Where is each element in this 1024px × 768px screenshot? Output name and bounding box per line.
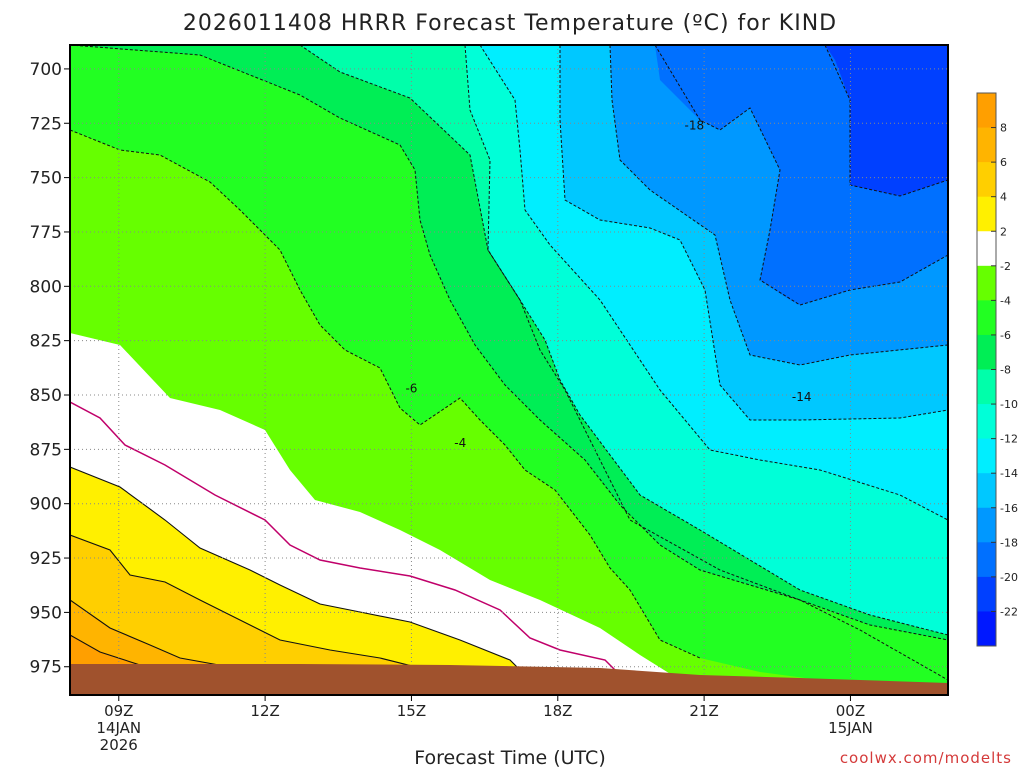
colorbar-swatch	[977, 127, 996, 163]
colorbar-label: 6	[1000, 156, 1007, 169]
colorbar-label: -14	[1000, 467, 1018, 480]
colorbar-label: -10	[1000, 398, 1018, 411]
colorbar-swatch	[977, 438, 996, 474]
colorbar-label: 2	[1000, 225, 1007, 238]
y-tick-label: 775	[30, 223, 62, 243]
y-tick-label: 925	[30, 549, 62, 569]
colorbar-label: -8	[1000, 364, 1011, 377]
contour-label: -4	[454, 436, 466, 450]
x-tick-date: 14JAN	[96, 719, 141, 737]
y-tick-label: 725	[30, 114, 62, 134]
y-tick-label: 800	[30, 277, 62, 297]
colorbar-label: -4	[1000, 294, 1011, 307]
colorbar-swatch	[977, 473, 996, 509]
colorbar-swatch	[977, 576, 996, 612]
colorbar-swatch	[977, 611, 996, 647]
colorbar-swatch	[977, 93, 996, 129]
plot-frame	[69, 44, 949, 696]
colorbar-label: 4	[1000, 191, 1007, 204]
colorbar-label: -18	[1000, 536, 1018, 549]
y-axis: 700 725 750 775 800 825 850 875 900 925 950 975	[30, 60, 70, 678]
colorbar-label: -20	[1000, 571, 1018, 584]
colorbar-label: -12	[1000, 433, 1018, 446]
x-tick-year: 2026	[100, 736, 138, 754]
colorbar-swatch	[977, 334, 996, 370]
colorbar-legend: 8 6 4 2 -2 -4 -6 -8 -10 -12 -14 -16 -18 -20 -22	[976, 92, 1018, 647]
colorbar-swatch	[977, 507, 996, 543]
x-tick-label: 15Z	[397, 702, 426, 720]
x-tick-label: 12Z	[250, 702, 279, 720]
temperature-field	[70, 45, 948, 695]
y-tick-label: 700	[30, 60, 62, 80]
credit-link[interactable]: coolwx.com/modelts	[840, 749, 1012, 767]
y-tick-label: 950	[30, 603, 62, 623]
contour-label: -18	[685, 118, 705, 132]
grid-lines	[70, 45, 948, 695]
colorbar-label: -2	[1000, 260, 1011, 273]
colorbar-swatch	[977, 196, 996, 232]
x-tick-date: 15JAN	[828, 719, 873, 737]
colorbar-label: -6	[1000, 329, 1011, 342]
band-minus22	[825, 45, 948, 196]
x-tick-label: 00Z	[836, 702, 865, 720]
y-tick-label: 875	[30, 440, 62, 460]
x-tick-label: 21Z	[689, 702, 718, 720]
colorbar-label: -22	[1000, 605, 1018, 618]
y-tick-label: 900	[30, 495, 62, 515]
band-4-6	[70, 535, 440, 680]
contour-labels: -18 -14 -6 -4	[405, 118, 811, 449]
y-tick-label: 825	[30, 332, 62, 352]
colorbar-swatch	[977, 162, 996, 198]
contour-zero-line	[70, 401, 626, 681]
x-axis-label: Forecast Time (UTC)	[414, 747, 605, 768]
colorbar-swatch	[977, 231, 996, 267]
contour-label: -14	[792, 390, 812, 404]
colorbar-label: -16	[1000, 502, 1018, 515]
chart-title: 2026011408 HRRR Forecast Temperature (ºC…	[183, 11, 837, 36]
colorbar-swatch	[977, 265, 996, 301]
x-tick-label: 09Z	[104, 702, 133, 720]
terrain	[70, 664, 948, 695]
colorbar-label: 8	[1000, 122, 1007, 135]
contour-label: -6	[405, 381, 417, 395]
x-tick-label: 18Z	[543, 702, 572, 720]
colorbar-swatch	[977, 300, 996, 336]
colorbar-swatch	[977, 404, 996, 440]
y-tick-label: 850	[30, 386, 62, 406]
colorbar-swatch	[977, 542, 996, 578]
y-tick-label: 750	[30, 169, 62, 189]
colorbar-swatch	[977, 369, 996, 405]
y-tick-label: 975	[30, 658, 62, 678]
